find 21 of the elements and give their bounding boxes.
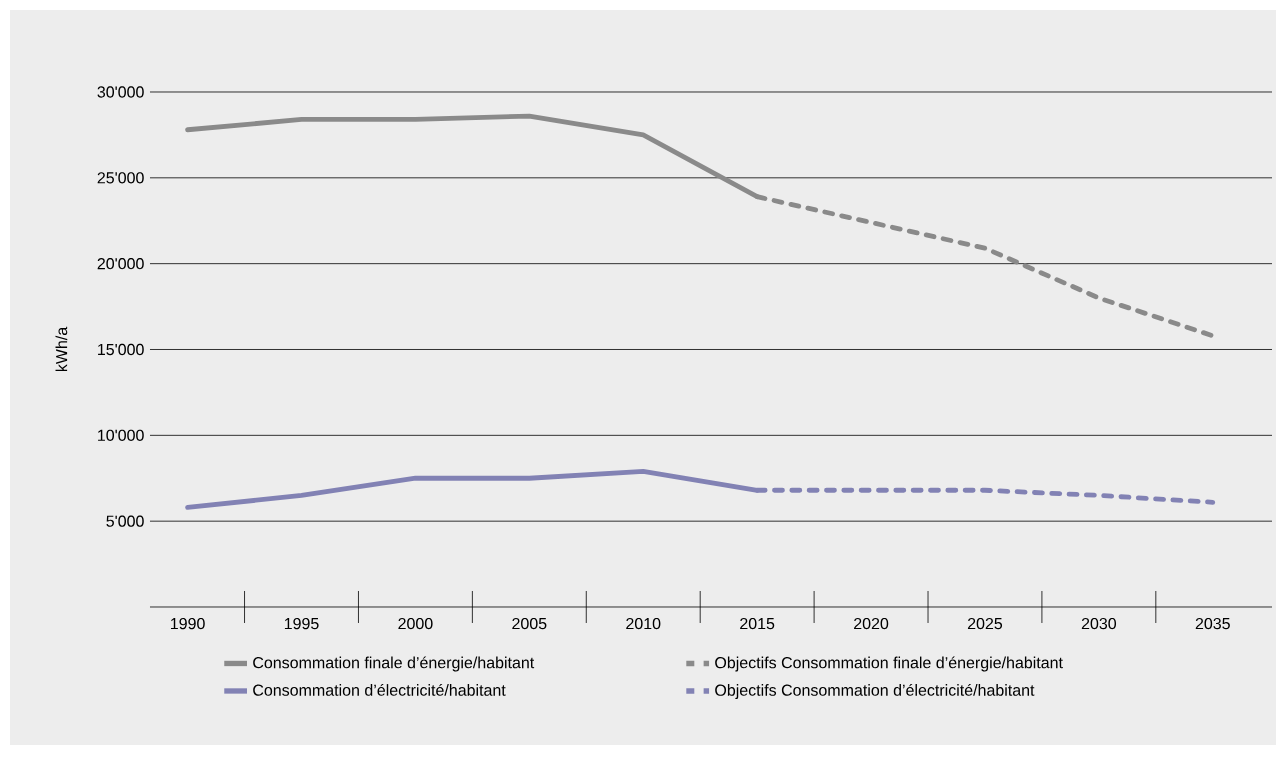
x-tick-label: 2030 bbox=[1081, 617, 1117, 630]
x-tick-label: 2010 bbox=[626, 617, 661, 630]
y-tick-label: 15'000 bbox=[98, 343, 144, 356]
legend-label: Objectifs Consommation d’électricité/habitant bbox=[715, 683, 1035, 699]
legend-label: Consommation d’électricité/habitant bbox=[253, 683, 506, 696]
y-tick-label: 5'000 bbox=[106, 515, 144, 527]
y-tick-label: 25'000 bbox=[97, 172, 144, 184]
y-axis-title: kWh/a bbox=[55, 326, 68, 372]
x-tick-label: 2000 bbox=[398, 617, 433, 630]
x-tick-label: 2025 bbox=[967, 617, 1003, 630]
x-tick-label: 2020 bbox=[854, 617, 889, 630]
legend-label: Consommation finale d’énergie/habitant bbox=[253, 656, 535, 672]
legend-label: Objectifs Consommation finale d’énergie/habitant bbox=[715, 656, 1063, 672]
x-tick-label: 2005 bbox=[512, 617, 547, 630]
y-tick-label: 10'000 bbox=[98, 429, 144, 441]
x-tick-label: 1990 bbox=[171, 617, 205, 630]
x-tick-label: 1995 bbox=[284, 617, 319, 630]
x-tick-label: 2035 bbox=[1195, 617, 1230, 630]
x-tick-label: 2015 bbox=[740, 617, 775, 630]
y-tick-label: 30'000 bbox=[97, 86, 144, 98]
y-tick-label: 20'000 bbox=[97, 258, 144, 270]
